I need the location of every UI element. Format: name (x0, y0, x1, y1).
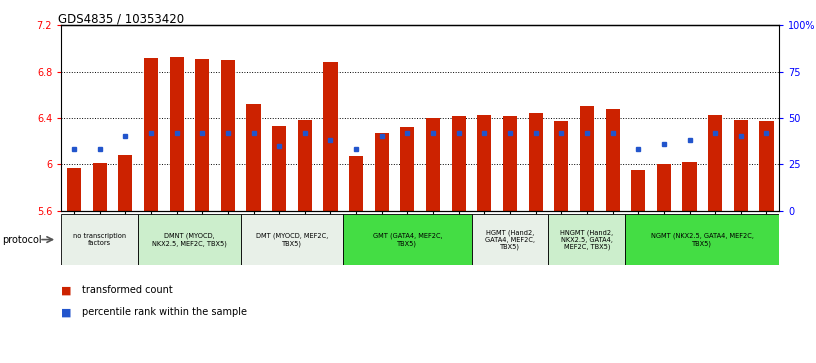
Text: ■: ■ (61, 307, 72, 317)
Bar (548, 214, 625, 265)
Bar (344, 214, 472, 265)
Text: no transcription
factors: no transcription factors (73, 233, 126, 246)
Bar (451, 116, 466, 211)
Text: transformed count: transformed count (82, 285, 172, 295)
Text: GDS4835 / 10353420: GDS4835 / 10353420 (58, 13, 184, 26)
Text: HGMT (Hand2,
GATA4, MEF2C,
TBX5): HGMT (Hand2, GATA4, MEF2C, TBX5) (485, 229, 535, 250)
Bar (554, 122, 568, 211)
Bar (631, 170, 645, 211)
Bar (92, 163, 107, 211)
Text: ■: ■ (61, 285, 72, 295)
Text: DMNT (MYOCD,
NKX2.5, MEF2C, TBX5): DMNT (MYOCD, NKX2.5, MEF2C, TBX5) (152, 233, 227, 246)
Bar (375, 133, 388, 211)
Bar (657, 164, 671, 211)
Bar (625, 214, 779, 265)
Bar (272, 126, 286, 211)
Bar (472, 214, 548, 265)
Bar (426, 118, 440, 211)
Bar (67, 168, 81, 211)
Bar (349, 156, 363, 211)
Bar (170, 57, 184, 211)
Bar (529, 113, 543, 211)
Bar (323, 62, 338, 211)
Text: percentile rank within the sample: percentile rank within the sample (82, 307, 246, 317)
Bar (61, 214, 138, 265)
Text: protocol: protocol (2, 234, 42, 245)
Bar (298, 120, 312, 211)
Bar (144, 58, 158, 211)
Bar (580, 106, 594, 211)
Bar (708, 114, 722, 211)
Bar (118, 155, 132, 211)
Bar (138, 214, 241, 265)
Bar (605, 109, 619, 211)
Bar (734, 120, 747, 211)
Bar (241, 214, 344, 265)
Bar (477, 114, 491, 211)
Bar (760, 122, 774, 211)
Bar (246, 104, 260, 211)
Bar (221, 60, 235, 211)
Text: NGMT (NKX2.5, GATA4, MEF2C,
TBX5): NGMT (NKX2.5, GATA4, MEF2C, TBX5) (651, 233, 754, 246)
Bar (682, 162, 697, 211)
Text: HNGMT (Hand2,
NKX2.5, GATA4,
MEF2C, TBX5): HNGMT (Hand2, NKX2.5, GATA4, MEF2C, TBX5… (561, 229, 614, 250)
Text: DMT (MYOCD, MEF2C,
TBX5): DMT (MYOCD, MEF2C, TBX5) (256, 233, 328, 246)
Bar (195, 59, 209, 211)
Text: GMT (GATA4, MEF2C,
TBX5): GMT (GATA4, MEF2C, TBX5) (373, 233, 442, 246)
Bar (503, 116, 517, 211)
Bar (401, 127, 415, 211)
